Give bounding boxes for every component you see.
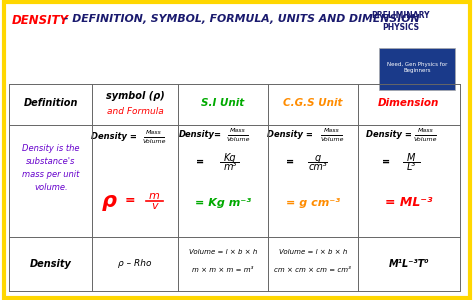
Text: C.G.S Unit: C.G.S Unit	[283, 98, 343, 109]
Text: v: v	[151, 201, 157, 212]
Text: Mass: Mass	[146, 130, 162, 135]
Text: PRELIMINARY: PRELIMINARY	[371, 11, 430, 20]
Text: =: =	[125, 194, 136, 208]
Text: Kg: Kg	[224, 153, 236, 163]
Text: Definition: Definition	[24, 98, 78, 109]
Text: =: =	[196, 157, 204, 167]
Text: Dimension: Dimension	[378, 98, 439, 109]
Text: M¹L⁻³T⁰: M¹L⁻³T⁰	[389, 259, 429, 269]
Text: PHYSICS: PHYSICS	[382, 22, 419, 32]
Text: Mass: Mass	[324, 128, 340, 133]
Text: L³: L³	[407, 162, 416, 172]
Text: S.I Unit: S.I Unit	[201, 98, 245, 109]
Text: m³: m³	[223, 162, 237, 172]
Text: =: =	[286, 157, 294, 167]
Text: symbol (ρ): symbol (ρ)	[106, 91, 164, 101]
Text: and Formula: and Formula	[107, 106, 164, 116]
Text: - DEFINITION, SYMBOL, FORMULA, UNITS AND DIMENSION: - DEFINITION, SYMBOL, FORMULA, UNITS AND…	[64, 14, 419, 23]
Text: Density=: Density=	[179, 130, 221, 139]
Text: = Kg m⁻³: = Kg m⁻³	[195, 197, 251, 208]
Text: = g cm⁻³: = g cm⁻³	[286, 197, 340, 208]
Text: = ML⁻³: = ML⁻³	[385, 196, 433, 209]
Text: Density =: Density =	[91, 132, 137, 141]
Text: Volume: Volume	[320, 137, 344, 142]
Text: Volume = l × b × h: Volume = l × b × h	[189, 249, 257, 255]
Text: ρ: ρ	[101, 191, 117, 211]
Text: Volume: Volume	[226, 137, 250, 142]
Text: DENSITY: DENSITY	[12, 14, 69, 26]
Text: Density =: Density =	[366, 130, 412, 139]
FancyBboxPatch shape	[4, 2, 470, 298]
Text: =: =	[382, 157, 390, 167]
Text: ρ – Rho: ρ – Rho	[118, 260, 152, 268]
Text: Density: Density	[30, 259, 72, 269]
Text: cm × cm × cm = cm³: cm × cm × cm = cm³	[274, 267, 351, 273]
Text: Density =: Density =	[267, 130, 313, 139]
Text: Density is the
substance's
mass per unit
volume.: Density is the substance's mass per unit…	[22, 144, 80, 192]
Text: Volume = l × b × h: Volume = l × b × h	[279, 249, 347, 255]
Text: m × m × m = m³: m × m × m = m³	[192, 267, 254, 273]
FancyBboxPatch shape	[379, 48, 455, 90]
Text: Need, Gen Physics for
Beginners: Need, Gen Physics for Beginners	[387, 62, 447, 73]
Text: Mass: Mass	[230, 128, 246, 133]
Text: Mass: Mass	[418, 128, 433, 133]
Text: g: g	[314, 153, 321, 163]
Text: Volume: Volume	[142, 140, 166, 144]
Text: M: M	[407, 153, 415, 163]
Text: cm³: cm³	[308, 162, 327, 172]
Text: Volume: Volume	[414, 137, 437, 142]
Text: m: m	[149, 190, 159, 201]
